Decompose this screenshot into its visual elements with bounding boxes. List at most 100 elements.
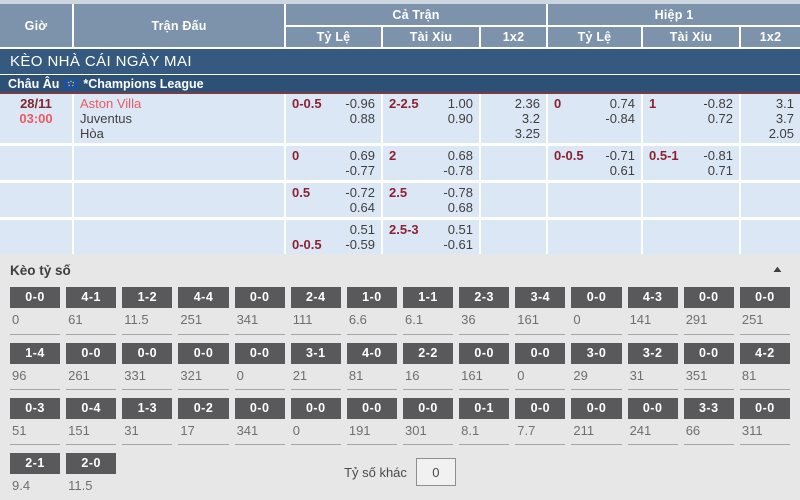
score-bet[interactable]: 1-2 11.5 xyxy=(122,287,173,329)
1x2-cell-fulltime[interactable] xyxy=(481,183,546,217)
odds-line: 0.68 xyxy=(389,200,473,215)
odds-value: 0.72 xyxy=(707,111,733,126)
score-odds: 0 xyxy=(12,312,20,327)
score-bet[interactable]: 0-2 17 xyxy=(178,389,229,439)
score-bet[interactable]: 1-1 6.1 xyxy=(402,287,454,329)
score-bet[interactable]: 0-0 251 xyxy=(739,287,790,329)
score-bet[interactable]: 1-4 96 xyxy=(10,334,61,384)
score-tile: 0-0 xyxy=(290,398,341,419)
score-bet[interactable]: 0-0 341 xyxy=(234,389,285,439)
score-bet[interactable]: 0-0 331 xyxy=(122,334,173,384)
score-tile: 0-0 xyxy=(346,398,397,419)
score-bet[interactable]: 2-2 16 xyxy=(402,334,454,384)
1x2-cell-firsthalf[interactable] xyxy=(741,183,800,217)
1x2-cell-fulltime[interactable]: 2.36 3.2 3.25 xyxy=(481,94,546,143)
score-bet[interactable]: 0-0 341 xyxy=(234,287,285,329)
score-bet[interactable]: 4-1 61 xyxy=(66,287,117,329)
overunder-cell-firsthalf[interactable] xyxy=(643,220,739,254)
score-odds: 17 xyxy=(180,423,195,438)
score-bet[interactable]: 2-0 11.5 xyxy=(66,444,117,494)
score-bet[interactable]: 0-0 0 xyxy=(10,287,61,329)
score-bet[interactable]: 0-0 0 xyxy=(571,287,622,329)
league-bar[interactable]: Châu Âu *Champions League xyxy=(0,75,800,92)
handicap-cell-fulltime[interactable]: 0.51 0-0.5 -0.59 xyxy=(286,220,381,254)
score-bet[interactable]: 0-0 301 xyxy=(402,389,454,439)
score-bet[interactable]: 2-3 36 xyxy=(459,287,510,329)
score-bet[interactable]: 1-0 6.6 xyxy=(346,287,397,329)
handicap-label: 0.5 xyxy=(292,185,311,200)
1x2-cell-firsthalf[interactable] xyxy=(741,220,800,254)
overunder-cell-fulltime[interactable]: 2-2.5 1.00 0.90 xyxy=(383,94,479,143)
1x2-cell-fulltime[interactable] xyxy=(481,146,546,180)
handicap-cell-fulltime[interactable]: 0 0.69 -0.77 xyxy=(286,146,381,180)
odds-row: 0.51 0-0.5 -0.59 2.5-3 0.51 -0.61 xyxy=(0,220,800,254)
score-row: 1-4 96 0-0 261 0-0 331 0-0 321 0-0 0 3-1 21 4-0 81 2-2… xyxy=(10,334,790,384)
header-sub-handicap-ft: Tỷ Lệ xyxy=(286,27,381,47)
score-tile: 0-2 xyxy=(178,398,229,419)
score-bet[interactable]: 0-0 0 xyxy=(234,334,285,384)
score-bet[interactable]: 3-1 21 xyxy=(290,334,341,384)
header-sub-overunder-ft: Tài Xỉu xyxy=(383,27,479,47)
score-odds: 111 xyxy=(292,312,313,327)
score-cell-empty xyxy=(290,444,341,494)
score-bet[interactable]: 4-0 81 xyxy=(346,334,397,384)
score-bet[interactable]: 2-4 111 xyxy=(290,287,341,329)
score-bet[interactable]: 4-3 141 xyxy=(627,287,678,329)
score-bet[interactable]: 1-3 31 xyxy=(122,389,173,439)
score-tile: 0-0 xyxy=(10,287,61,308)
score-bet[interactable]: 0-0 351 xyxy=(683,334,734,384)
handicap-cell-fulltime[interactable]: 0-0.5 -0.96 0.88 xyxy=(286,94,381,143)
odds-line: -0.78 xyxy=(389,163,473,178)
overunder-cell-fulltime[interactable]: 2.5-3 0.51 -0.61 xyxy=(383,220,479,254)
odds-table: 28/11 03:00 Aston Villa Juventus Hòa 0-0.5 -0.… xyxy=(0,94,800,254)
other-score-box[interactable]: 0 xyxy=(415,458,456,486)
odds-value: 0.69 xyxy=(349,148,375,163)
score-bet[interactable]: 0-0 0 xyxy=(515,334,566,384)
score-bet[interactable]: 0-0 311 xyxy=(739,389,790,439)
score-bet[interactable]: 0-0 261 xyxy=(66,334,117,384)
score-bet[interactable]: 0-1 8.1 xyxy=(459,389,510,439)
odds-value: -0.84 xyxy=(605,111,635,126)
score-bet[interactable]: 0-3 51 xyxy=(10,389,61,439)
score-tile: 3-2 xyxy=(627,343,678,364)
score-bet[interactable]: 0-0 241 xyxy=(627,389,678,439)
score-tile: 0-0 xyxy=(571,287,622,308)
draw-label: Hòa xyxy=(80,126,104,141)
handicap-cell-firsthalf[interactable]: 0-0.5 -0.71 0.61 xyxy=(548,146,641,180)
score-bet[interactable]: 3-3 66 xyxy=(683,389,734,439)
score-bet[interactable]: 0-0 161 xyxy=(459,334,510,384)
score-odds: 51 xyxy=(12,423,27,438)
handicap-cell-fulltime[interactable]: 0.5 -0.72 0.64 xyxy=(286,183,381,217)
score-bet[interactable]: 4-4 251 xyxy=(178,287,229,329)
score-bet[interactable]: 2-1 9.4 xyxy=(10,444,61,494)
overunder-cell-fulltime[interactable]: 2 0.68 -0.78 xyxy=(383,146,479,180)
overunder-cell-firsthalf[interactable]: 0.5-1 -0.81 0.71 xyxy=(643,146,739,180)
score-tile: 1-4 xyxy=(10,343,61,364)
score-odds: 66 xyxy=(685,423,701,438)
score-bet[interactable]: 3-0 29 xyxy=(571,334,622,384)
score-bet[interactable]: 0-0 191 xyxy=(346,389,397,439)
handicap-cell-firsthalf[interactable] xyxy=(548,183,641,217)
score-bet[interactable]: 0-0 7.7 xyxy=(515,389,566,439)
1x2-cell-fulltime[interactable] xyxy=(481,220,546,254)
score-bet[interactable]: 0-0 211 xyxy=(571,389,622,439)
score-cell-empty xyxy=(122,444,173,494)
score-bet[interactable]: 0-0 291 xyxy=(683,287,734,329)
overunder-cell-firsthalf[interactable] xyxy=(643,183,739,217)
handicap-cell-firsthalf[interactable] xyxy=(548,220,641,254)
score-bet[interactable]: 4-2 81 xyxy=(739,334,790,384)
match-cell xyxy=(74,220,284,254)
overunder-cell-firsthalf[interactable]: 1 -0.82 0.72 xyxy=(643,94,739,143)
score-odds: 241 xyxy=(629,423,652,438)
score-bet[interactable]: 0-0 0 xyxy=(290,389,341,439)
score-bet[interactable]: 0-0 321 xyxy=(178,334,229,384)
score-bet[interactable]: 0-4 151 xyxy=(66,389,117,439)
1x2-cell-firsthalf[interactable] xyxy=(741,146,800,180)
handicap-cell-firsthalf[interactable]: 0 0.74 -0.84 xyxy=(548,94,641,143)
other-score: Tỷ số khác 0 xyxy=(10,458,790,486)
collapse-arrow-icon[interactable]: ▲ xyxy=(770,264,785,274)
score-bet[interactable]: 3-4 161 xyxy=(515,287,566,329)
1x2-cell-firsthalf[interactable]: 3.1 3.7 2.05 xyxy=(741,94,800,143)
overunder-cell-fulltime[interactable]: 2.5 -0.78 0.68 xyxy=(383,183,479,217)
score-bet[interactable]: 3-2 31 xyxy=(627,334,678,384)
